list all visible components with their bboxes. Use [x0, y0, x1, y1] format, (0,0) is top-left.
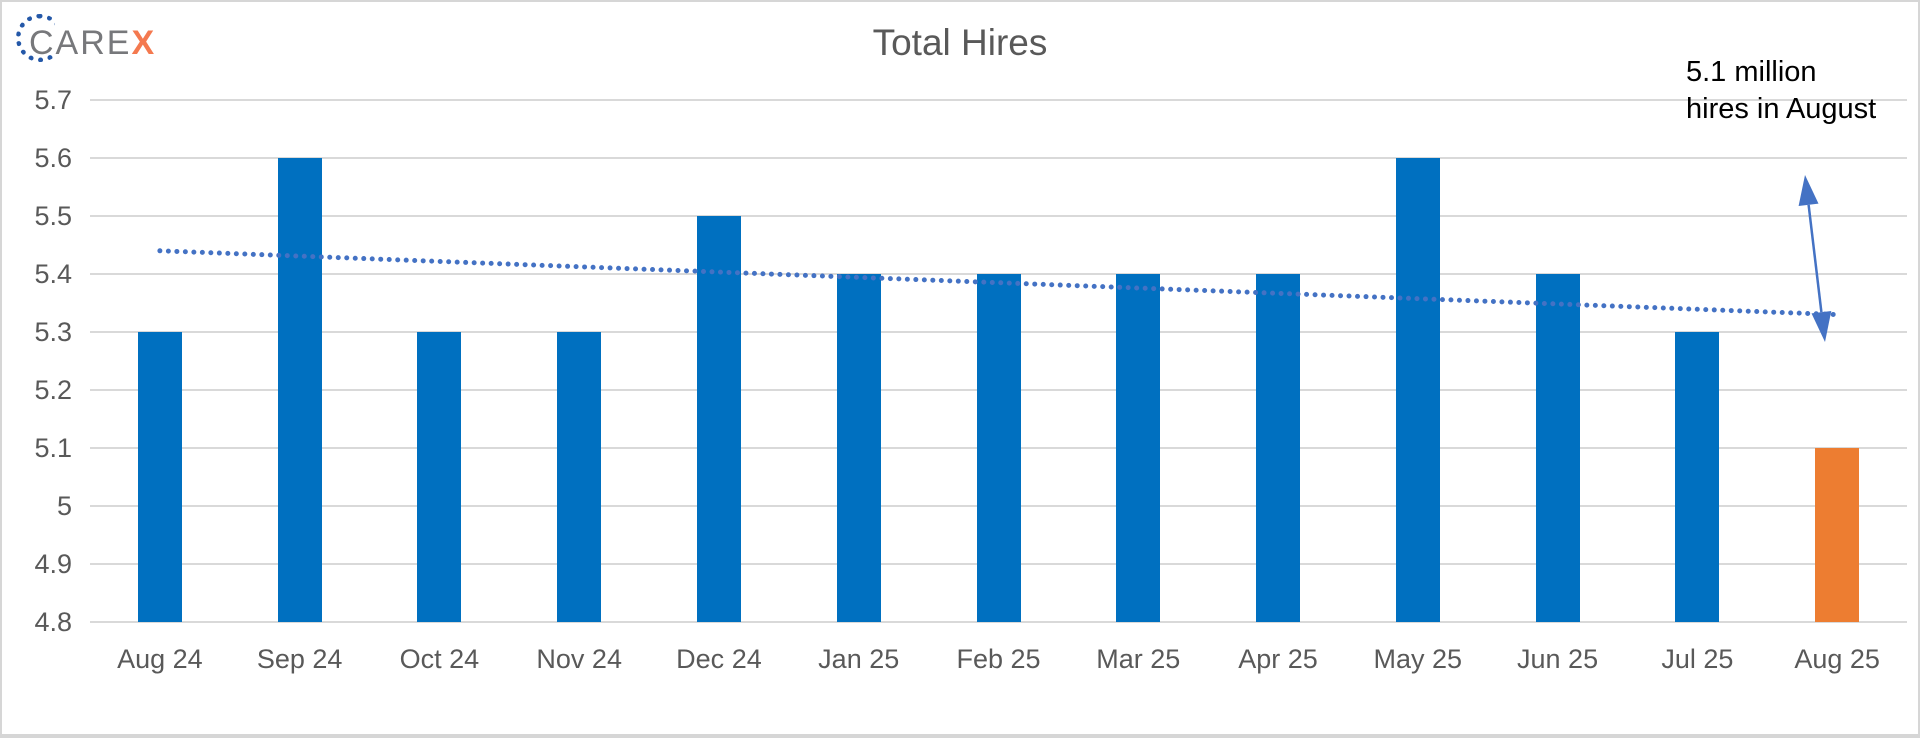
y-gridline	[90, 99, 1907, 101]
x-axis-tick-label: Oct 24	[399, 644, 480, 674]
bar-apr-25	[1256, 274, 1301, 622]
y-axis-tick-label: 5	[56, 491, 72, 521]
x-axis-tick-label: Jan 25	[818, 644, 900, 674]
annotation-line-2: hires in August	[1686, 93, 1877, 125]
y-axis-tick-label: 5.3	[34, 317, 72, 347]
bar-jul-25	[1675, 332, 1720, 622]
bar-oct-24	[417, 332, 462, 622]
x-axis-tick-label: Nov 24	[536, 644, 622, 674]
y-axis-tick-label: 5.4	[34, 259, 72, 289]
x-axis-tick-label: Aug 25	[1794, 644, 1880, 674]
y-gridline	[90, 157, 1907, 159]
x-axis-tick-label: Jul 25	[1661, 644, 1734, 674]
bar-mar-25	[1116, 274, 1161, 622]
annotation-callout: 5.1 million hires in August	[1686, 54, 1876, 128]
y-axis-tick-label: 4.8	[34, 607, 72, 637]
y-axis-tick-label: 5.6	[34, 143, 72, 173]
bar-aug-25	[1815, 448, 1860, 622]
y-axis-tick-label: 5.5	[34, 201, 72, 231]
x-axis-tick-label: Aug 24	[117, 644, 203, 674]
y-gridline	[90, 215, 1907, 217]
bar-dec-24	[696, 216, 741, 622]
x-axis-tick-label: May 25	[1373, 644, 1463, 674]
bar-jun-25	[1535, 274, 1580, 622]
annotation-line-1: 5.1 million	[1686, 56, 1817, 88]
x-axis-tick-label: Apr 25	[1238, 644, 1318, 674]
y-axis-tick-label: 4.9	[34, 549, 72, 579]
logo-dotted-ring-icon	[14, 10, 55, 70]
y-gridline	[90, 621, 1907, 623]
logo-care-text: CARE	[29, 24, 132, 62]
y-axis-tick-label: 5.7	[34, 85, 72, 115]
bar-aug-24	[137, 332, 182, 622]
carex-logo: CAREX	[14, 8, 204, 72]
x-axis-tick-label: Mar 25	[1096, 644, 1181, 674]
bar-nov-24	[557, 332, 602, 622]
bar-sep-24	[277, 158, 322, 622]
logo-x-text: X	[131, 24, 157, 62]
x-axis-tick-label: Feb 25	[956, 644, 1041, 674]
logo-text: CAREX	[29, 24, 156, 63]
chart-title: Total Hires	[872, 22, 1048, 63]
x-axis-tick-label: Jun 25	[1517, 644, 1599, 674]
x-axis-tick-label: Dec 24	[676, 644, 762, 674]
bar-jan-25	[836, 274, 881, 622]
y-axis-tick-label: 5.1	[34, 433, 72, 463]
y-axis-tick-label: 5.2	[34, 375, 72, 405]
bar-feb-25	[976, 274, 1021, 622]
bar-may-25	[1395, 158, 1440, 622]
x-axis-tick-label: Sep 24	[256, 644, 343, 674]
